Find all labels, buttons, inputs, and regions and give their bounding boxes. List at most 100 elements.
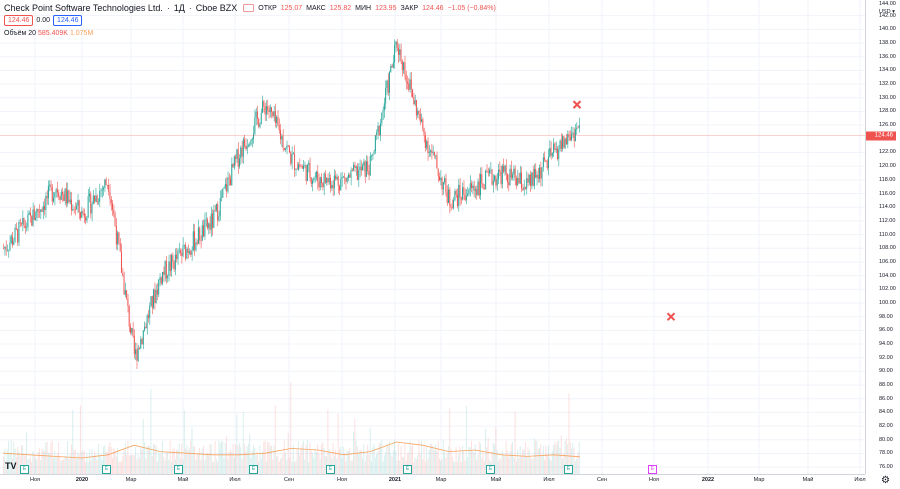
earnings-icon[interactable]: E bbox=[174, 465, 183, 474]
volume-bar bbox=[55, 456, 57, 474]
candle-body bbox=[37, 208, 39, 212]
candle-body bbox=[312, 180, 313, 184]
candle-body bbox=[145, 326, 147, 329]
candle-body bbox=[222, 188, 224, 198]
volume-bar bbox=[385, 451, 387, 474]
ask-button[interactable]: 124.46 bbox=[53, 15, 83, 26]
candle-body bbox=[426, 141, 428, 148]
volume-bar bbox=[79, 405, 81, 474]
time-axis-label: 2020 bbox=[75, 477, 89, 483]
candle-body bbox=[306, 164, 308, 182]
candle-body bbox=[15, 227, 17, 230]
volume-bar bbox=[476, 459, 478, 474]
volume-bar bbox=[33, 454, 35, 474]
candle-body bbox=[377, 125, 379, 133]
volume-bar bbox=[486, 447, 488, 474]
candle-body bbox=[240, 147, 242, 159]
volume-bar bbox=[153, 444, 155, 474]
candle-body bbox=[332, 184, 334, 189]
price-axis-label: 138.00 bbox=[879, 40, 896, 47]
gear-icon[interactable]: ⚙ bbox=[881, 475, 890, 486]
candle-body bbox=[41, 209, 43, 212]
candle-body bbox=[453, 200, 455, 209]
volume-bar bbox=[409, 441, 411, 474]
candle-body bbox=[187, 248, 189, 253]
candle-body bbox=[422, 119, 424, 130]
candle-body bbox=[124, 290, 126, 295]
volume-legend[interactable]: Объём 20 585.409K 1.075M bbox=[4, 30, 93, 37]
candle-body bbox=[572, 132, 574, 134]
time-axis-label: Ноя bbox=[336, 477, 348, 483]
volume-bar bbox=[168, 459, 170, 474]
earnings-icon[interactable]: E bbox=[249, 465, 258, 474]
volume-bar bbox=[178, 443, 180, 474]
volume-bar bbox=[531, 458, 533, 474]
candle-body bbox=[6, 250, 8, 251]
legend-separator: · bbox=[166, 3, 170, 13]
candle-body bbox=[476, 189, 478, 196]
price-axis-label: 142.00 bbox=[879, 12, 896, 19]
bid-button[interactable]: 124.46 bbox=[4, 15, 34, 26]
candle-body bbox=[165, 260, 167, 279]
tradingview-logo[interactable]: TV bbox=[5, 461, 17, 471]
candle-body bbox=[47, 185, 49, 199]
candle-body bbox=[153, 289, 155, 308]
earnings-icon[interactable]: E bbox=[102, 465, 111, 474]
candle-body bbox=[464, 194, 466, 200]
candle-body bbox=[385, 88, 387, 104]
candle-body bbox=[204, 219, 206, 237]
candle-body bbox=[510, 168, 512, 178]
volume-bar bbox=[445, 458, 447, 474]
earnings-icon[interactable]: E bbox=[20, 465, 29, 474]
volume-bar bbox=[223, 458, 225, 474]
earnings-icon[interactable]: E bbox=[403, 465, 412, 474]
candle-body bbox=[304, 165, 306, 166]
volume-bar bbox=[431, 443, 433, 474]
volume-bar bbox=[467, 457, 469, 474]
earnings-icon[interactable]: E bbox=[648, 465, 657, 474]
volume-bar bbox=[499, 458, 501, 474]
volume-bar bbox=[81, 451, 83, 474]
earnings-icon[interactable]: E bbox=[326, 465, 335, 474]
volume-bar bbox=[546, 453, 548, 474]
cross-icon[interactable] bbox=[572, 100, 582, 109]
candle-body bbox=[63, 194, 65, 201]
volume-bar bbox=[408, 452, 410, 474]
candle-body bbox=[192, 231, 194, 251]
candle-body bbox=[273, 111, 275, 117]
candle-body bbox=[205, 219, 207, 220]
eye-icon[interactable] bbox=[243, 4, 255, 12]
candle-body bbox=[132, 328, 134, 337]
cross-icon[interactable] bbox=[666, 312, 676, 321]
candle-body bbox=[531, 172, 533, 186]
time-axis[interactable]: Ноя 2020 Мар Май Июл Сен Ноя 2021 Мар Май Июл Сен Но… bbox=[0, 474, 866, 489]
volume-bar bbox=[472, 451, 474, 474]
volume-bar bbox=[547, 445, 549, 474]
symbol-title[interactable]: Check Point Software Technologies Ltd. bbox=[4, 3, 163, 13]
volume-bar bbox=[142, 419, 144, 474]
currency-label[interactable]: USD ▾ bbox=[879, 9, 895, 15]
price-axis[interactable]: 144.00 USD ▾ 142.00 140.00 138.00 136.00 134… bbox=[865, 0, 900, 474]
candle-body bbox=[369, 156, 371, 176]
volume-bar bbox=[11, 458, 13, 474]
volume-bar bbox=[388, 441, 390, 474]
volume-bar bbox=[133, 455, 135, 474]
candle-body bbox=[215, 204, 217, 211]
volume-bar bbox=[508, 457, 510, 474]
earnings-icon[interactable]: E bbox=[564, 465, 573, 474]
interval-label[interactable]: 1Д bbox=[173, 3, 185, 13]
volume-bar bbox=[160, 453, 162, 474]
candle-body bbox=[331, 184, 333, 189]
candle-body bbox=[378, 125, 380, 136]
volume-bar bbox=[576, 458, 578, 474]
candle-body bbox=[236, 149, 238, 159]
price-chart[interactable] bbox=[0, 0, 865, 474]
volume-bar bbox=[417, 454, 419, 474]
earnings-icon[interactable]: E bbox=[486, 465, 495, 474]
candle-body bbox=[61, 191, 63, 195]
chart-area[interactable] bbox=[0, 0, 865, 474]
volume-bar bbox=[422, 459, 424, 474]
volume-bar bbox=[559, 447, 561, 474]
candle-body bbox=[522, 188, 524, 190]
candle-body bbox=[472, 185, 474, 188]
